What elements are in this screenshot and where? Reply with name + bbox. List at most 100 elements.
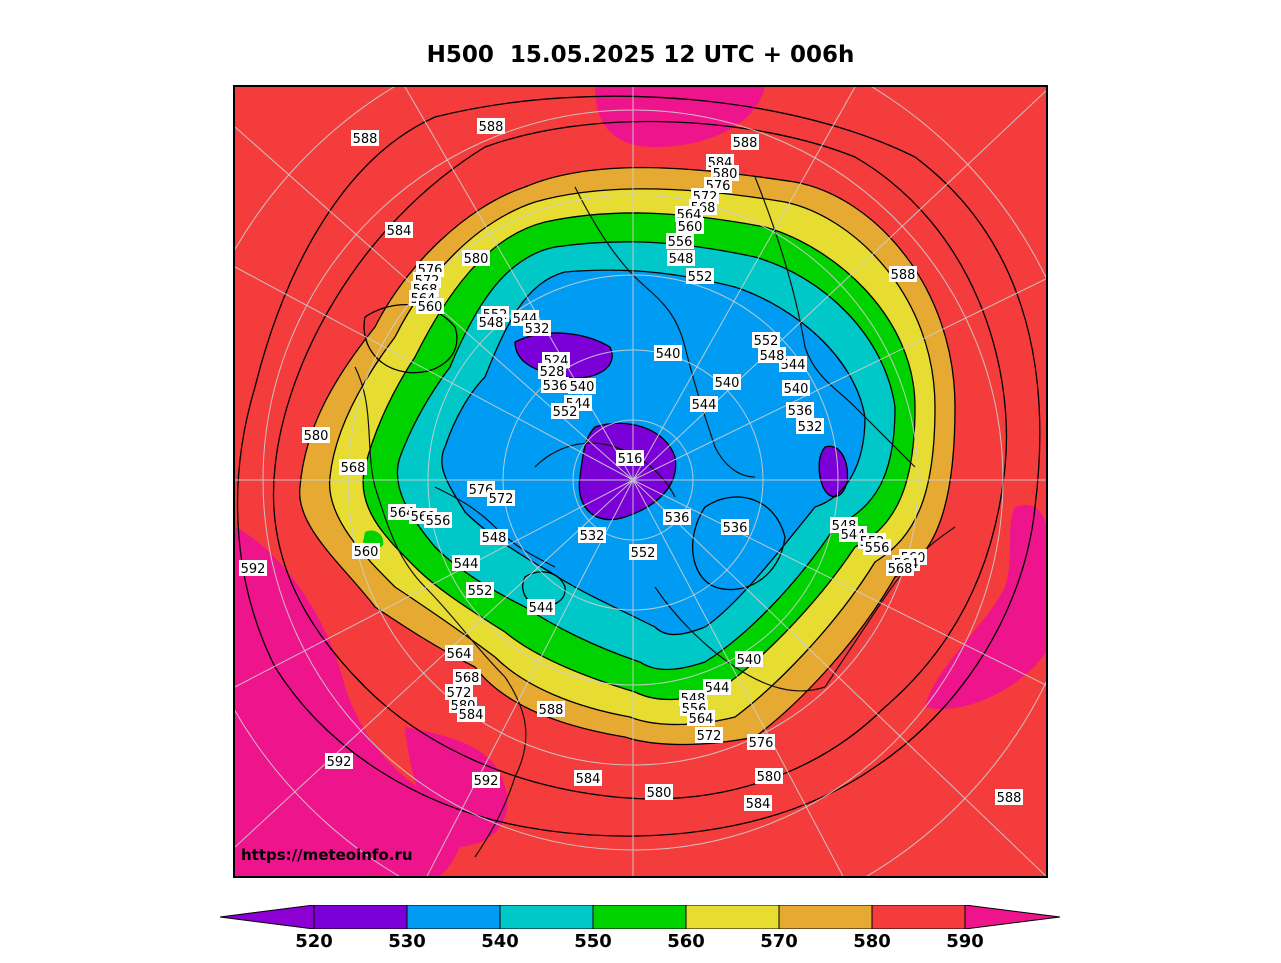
- colorbar-segment: [778, 905, 873, 929]
- colorbar-segment: [406, 905, 501, 929]
- contour-label: 588: [889, 266, 917, 283]
- contour-label: 544: [527, 599, 555, 616]
- contour-label: 544: [690, 396, 718, 413]
- source-watermark: https://meteoinfo.ru: [241, 846, 413, 864]
- contour-label-text: 572: [697, 729, 722, 744]
- contour-label-text: 536: [723, 521, 748, 536]
- contour-label-text: 580: [304, 429, 329, 444]
- contour-label-text: 580: [757, 770, 782, 785]
- graticule: [235, 87, 1046, 876]
- contour-label: 528: [538, 363, 566, 380]
- contour-label-text: 576: [749, 736, 774, 751]
- contour-label: 532: [523, 320, 551, 337]
- contour-label-text: 592: [474, 774, 499, 789]
- contour-label: 552: [752, 332, 780, 349]
- colorbar-segment: [871, 905, 966, 929]
- contour-label: 572: [487, 490, 515, 507]
- colorbar-tick-label: 540: [481, 931, 519, 952]
- contour-label-text: 532: [525, 322, 550, 337]
- contour-label-text: 580: [647, 786, 672, 801]
- contour-label-text: 552: [631, 546, 656, 561]
- contour-label: 552: [466, 582, 494, 599]
- low-zone-atlantic: [819, 446, 848, 497]
- contour-label: 584: [744, 795, 772, 812]
- contour-label: 560: [416, 298, 444, 315]
- colorbar-over-arrow: [964, 905, 1061, 929]
- contour-label-text: 544: [529, 601, 554, 616]
- contour-label: 540: [735, 651, 763, 668]
- contour-label: 580: [645, 784, 673, 801]
- contour-label: 584: [457, 706, 485, 723]
- contour-label-text: 560: [418, 300, 443, 315]
- contour-label-text: 552: [468, 584, 493, 599]
- contour-label-text: 552: [754, 334, 779, 349]
- colorbar-tick-label: 570: [760, 931, 798, 952]
- contour-label-text: 540: [656, 347, 681, 362]
- contour-label-text: 548: [479, 316, 504, 331]
- contour-label: 568: [453, 669, 481, 686]
- contour-label: 580: [462, 250, 490, 267]
- contour-label-text: 588: [539, 703, 564, 718]
- contour-label-text: 584: [746, 797, 771, 812]
- contour-label: 532: [796, 418, 824, 435]
- contour-label-text: 528: [540, 365, 565, 380]
- contour-label-text: 552: [553, 405, 578, 420]
- contour-label-text: 564: [390, 506, 415, 521]
- contour-label: 552: [629, 544, 657, 561]
- contour-label-text: 544: [705, 681, 730, 696]
- high-zone-southeast: [925, 505, 1046, 709]
- contour-label: 540: [713, 374, 741, 391]
- contour-label: 588: [731, 134, 759, 151]
- contour-label: 516: [616, 450, 644, 467]
- contour-label-text: 552: [688, 270, 713, 285]
- contour-label-text: 564: [689, 712, 714, 727]
- chart-title: H500 15.05.2025 12 UTC + 006h: [426, 42, 855, 68]
- contour-label: 556: [666, 233, 694, 250]
- contour-label: 576: [747, 734, 775, 751]
- contour-label: 580: [302, 427, 330, 444]
- contour-label-layer: 5885885885845845805765725685645605565485…: [239, 118, 1023, 812]
- contour-label: 556: [863, 539, 891, 556]
- colorbar-segment: [685, 905, 780, 929]
- contour-label: 564: [445, 645, 473, 662]
- contour-label: 592: [472, 772, 500, 789]
- contour-label: 572: [695, 727, 723, 744]
- contour-label-text: 532: [580, 529, 605, 544]
- colorbar-segment: [313, 905, 408, 929]
- contour-label-text: 584: [459, 708, 484, 723]
- contour-label-text: 568: [888, 562, 913, 577]
- contour-label-text: 564: [447, 647, 472, 662]
- contour-label-text: 516: [618, 452, 643, 467]
- colorbar-tick-label: 580: [853, 931, 891, 952]
- contour-label-text: 544: [781, 358, 806, 373]
- contour-label: 540: [782, 380, 810, 397]
- contour-label-text: 544: [692, 398, 717, 413]
- contour-label-text: 572: [489, 492, 514, 507]
- colorbar-tick-label: 590: [946, 931, 984, 952]
- high-zone-north: [595, 87, 765, 147]
- contour-label: 548: [667, 250, 695, 267]
- contour-label: 552: [551, 403, 579, 420]
- contour-label: 560: [676, 218, 704, 235]
- contour-label-text: 588: [733, 136, 758, 151]
- colorbar-tick-label: 530: [388, 931, 426, 952]
- contour-label-text: 592: [327, 755, 352, 770]
- contour-label: 548: [758, 347, 786, 364]
- contour-label-text: 568: [455, 671, 480, 686]
- contour-label-text: 588: [479, 120, 504, 135]
- contour-label-text: 580: [464, 252, 489, 267]
- colorbar-tick-label: 550: [574, 931, 612, 952]
- contour-label-text: 548: [482, 531, 507, 546]
- contour-label-text: 548: [760, 349, 785, 364]
- contour-label: 560: [352, 543, 380, 560]
- contour-label-text: 560: [678, 220, 703, 235]
- contour-label: 588: [477, 118, 505, 135]
- contour-label-text: 540: [784, 382, 809, 397]
- contour-label: 584: [385, 222, 413, 239]
- color-scale-bar: [220, 905, 1061, 929]
- height-field-svg: 5885885885845845805765725685645605565485…: [235, 87, 1046, 876]
- contour-label-text: 548: [669, 252, 694, 267]
- contour-label: 536: [663, 509, 691, 526]
- contour-label: 588: [351, 130, 379, 147]
